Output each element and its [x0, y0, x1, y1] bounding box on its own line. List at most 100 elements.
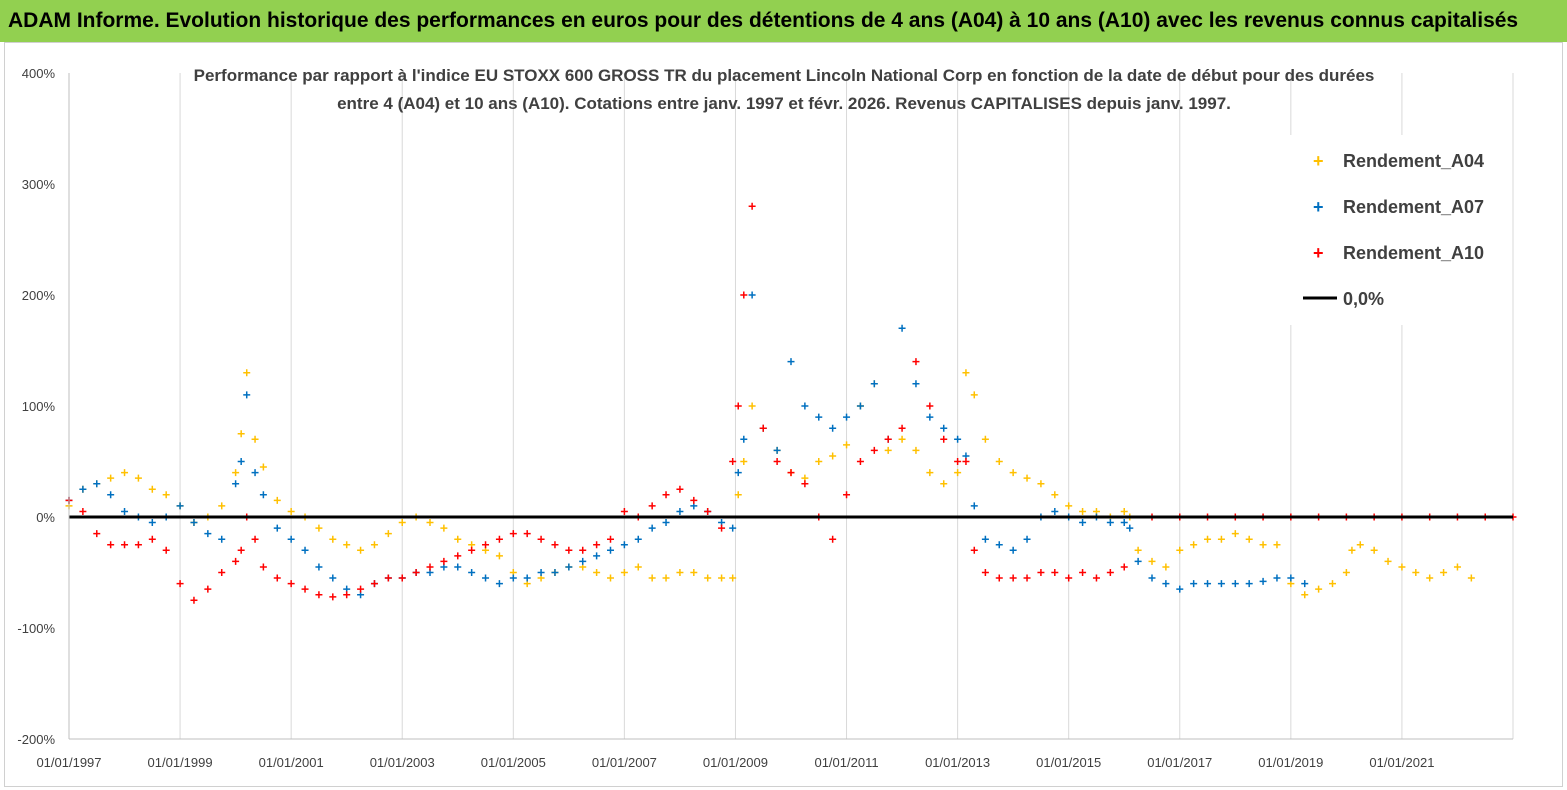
data-point	[801, 402, 809, 410]
data-point	[251, 469, 259, 477]
data-point	[962, 369, 970, 377]
legend-item-a10: + Rendement_A10	[1313, 243, 1484, 263]
data-point	[734, 469, 742, 477]
data-point	[1148, 574, 1156, 582]
data-point	[343, 591, 351, 599]
data-point	[1120, 519, 1128, 527]
x-tick-label: 01/01/2011	[814, 755, 878, 770]
data-point	[815, 458, 823, 465]
data-point	[565, 546, 573, 554]
data-point	[237, 458, 245, 465]
data-point	[287, 580, 295, 588]
data-point	[954, 458, 962, 465]
data-point	[1023, 535, 1031, 543]
data-point	[662, 574, 670, 582]
data-point	[107, 541, 115, 549]
data-point	[1315, 585, 1323, 593]
data-point	[1259, 541, 1267, 549]
data-point	[718, 574, 726, 582]
data-point	[426, 519, 434, 527]
data-point	[370, 580, 378, 588]
data-point	[1092, 574, 1100, 582]
data-point	[537, 535, 545, 543]
data-point	[962, 458, 970, 465]
x-tick-label: 01/01/2003	[370, 755, 435, 770]
axis-layer: 01/01/1997 01/01/1999 01/01/2001 01/01/2003…	[17, 66, 1513, 770]
data-point	[1120, 563, 1128, 571]
data-point	[1009, 574, 1017, 582]
data-point	[1231, 530, 1239, 538]
data-point	[787, 469, 795, 477]
data-point	[940, 424, 948, 432]
data-point	[1384, 557, 1392, 565]
chart-frame: 01/01/1997 01/01/1999 01/01/2001 01/01/2003…	[4, 42, 1563, 787]
data-point	[648, 502, 656, 510]
data-point	[134, 474, 142, 482]
data-point	[398, 574, 406, 582]
data-point	[243, 391, 251, 399]
data-point	[551, 541, 559, 549]
data-point	[176, 580, 184, 588]
data-point	[676, 485, 684, 493]
data-point	[301, 546, 309, 554]
data-point	[662, 519, 670, 527]
data-point	[912, 446, 920, 454]
data-point	[579, 546, 587, 554]
data-point	[607, 574, 614, 582]
data-point	[620, 569, 628, 576]
data-point	[1134, 557, 1142, 565]
x-tick-label: 01/01/2005	[481, 755, 546, 770]
data-point	[759, 424, 767, 432]
data-point	[1231, 580, 1239, 588]
data-point	[620, 541, 628, 549]
legend: + Rendement_A04 + Rendement_A07 + Rendem…	[1280, 135, 1495, 325]
data-point	[1190, 541, 1198, 549]
data-point	[565, 563, 573, 571]
data-point	[1023, 574, 1031, 582]
data-point	[718, 524, 726, 532]
data-point	[1009, 546, 1017, 554]
data-point	[740, 435, 748, 443]
data-point	[1426, 574, 1434, 582]
data-point	[940, 435, 948, 443]
data-point	[856, 402, 864, 410]
data-point	[1023, 474, 1031, 482]
data-point	[1329, 580, 1336, 588]
legend-label-a07: Rendement_A07	[1343, 197, 1484, 217]
data-point	[926, 413, 934, 421]
data-point	[1190, 580, 1198, 588]
data-point	[1440, 569, 1448, 576]
data-point	[1162, 563, 1170, 571]
series-layer	[65, 202, 1517, 604]
data-point	[912, 380, 920, 388]
data-point	[620, 507, 628, 515]
data-point	[440, 557, 448, 565]
data-point	[634, 535, 642, 543]
data-point	[995, 458, 1003, 465]
data-point	[343, 541, 351, 549]
data-point	[1467, 574, 1475, 582]
data-point	[593, 552, 601, 560]
data-point	[218, 502, 226, 510]
data-point	[843, 413, 851, 421]
data-point	[870, 380, 878, 388]
data-point	[676, 569, 684, 576]
data-point	[251, 535, 259, 543]
data-point	[740, 291, 748, 299]
data-point	[981, 569, 989, 576]
data-point	[1148, 557, 1156, 565]
data-point	[468, 546, 476, 554]
data-point	[954, 469, 962, 477]
data-point	[107, 491, 115, 499]
data-point	[482, 541, 490, 549]
data-point	[1356, 541, 1364, 549]
data-point	[273, 524, 281, 532]
data-point	[1106, 519, 1114, 527]
data-point	[884, 446, 892, 454]
data-point	[287, 535, 295, 543]
data-point	[162, 546, 170, 554]
data-point	[829, 535, 837, 543]
data-point	[1453, 563, 1461, 571]
data-point	[537, 569, 545, 576]
data-point	[926, 469, 934, 477]
